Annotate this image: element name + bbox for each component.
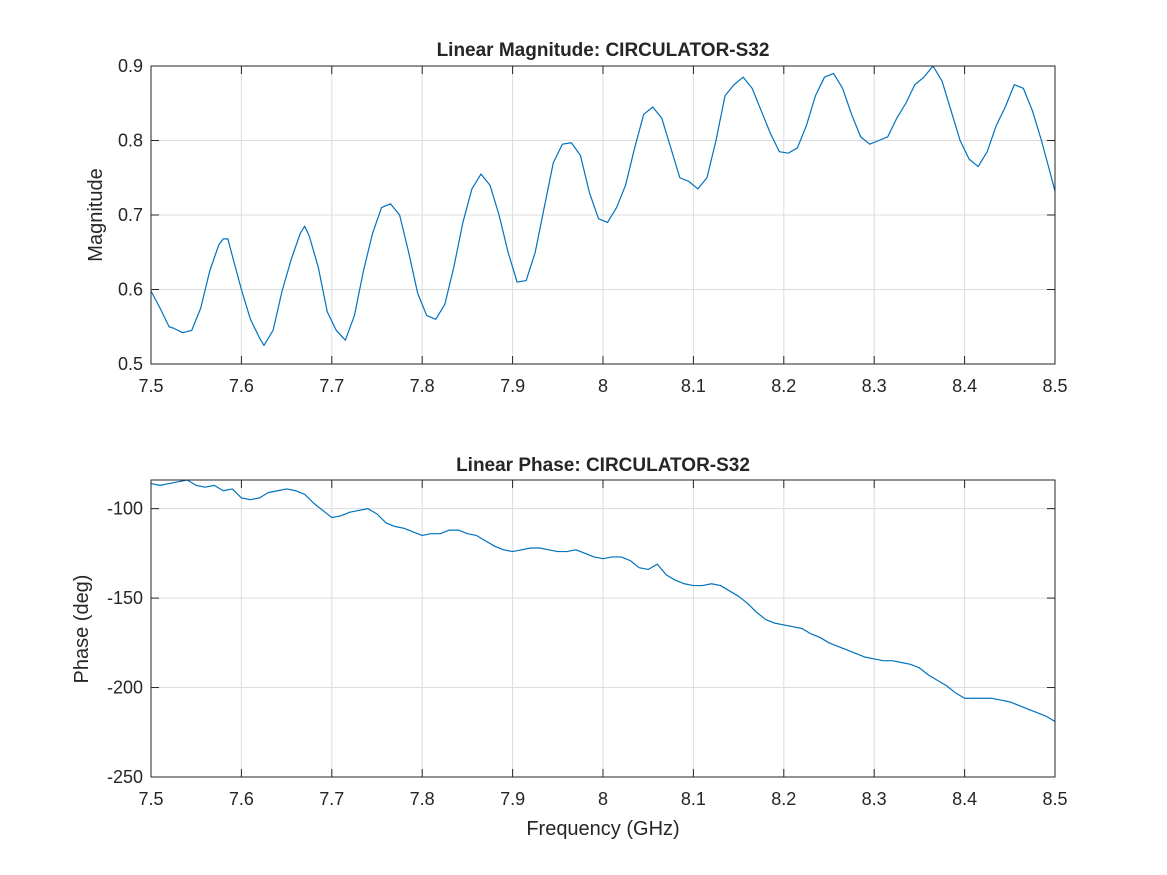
magnitude-x-tick-label: 8.3 [862,376,887,396]
magnitude-y-tick-label: 0.5 [118,354,143,374]
phase-y-tick-label: -150 [107,588,143,608]
phase-series-line [150,479,1056,723]
phase-y-axis-label: Phase (deg) [71,575,93,684]
magnitude-x-tick-label: 8 [598,376,608,396]
magnitude-x-tick-label: 7.6 [229,376,254,396]
phase-x-tick-label: 7.6 [229,789,254,809]
magnitude-chart-title: Linear Magnitude: CIRCULATOR-S32 [437,40,770,61]
phase-chart-title: Linear Phase: CIRCULATOR-S32 [456,455,750,476]
phase-x-tick-label: 7.5 [138,789,163,809]
magnitude-y-tick-label: 0.9 [118,56,143,76]
magnitude-y-tick-label: 0.7 [118,205,143,225]
magnitude-y-tick-label: 0.8 [118,131,143,151]
magnitude-plot-area [150,65,1056,346]
magnitude-x-tick-label: 7.8 [410,376,435,396]
phase-x-axis-label: Frequency (GHz) [526,818,679,840]
phase-x-tick-label: 7.8 [410,789,435,809]
phase-grid [150,480,1056,778]
phase-ticks: 7.5 7.6 7.7 7.8 7.9 8 8.1 8.2 8.3 8.4 8.5 -100 -150 -… [107,480,1068,809]
magnitude-y-tick-label: 0.6 [118,280,143,300]
phase-x-tick-label: 8 [598,789,608,809]
phase-x-tick-label: 8.5 [1042,789,1067,809]
phase-x-tick-label: 7.9 [500,789,525,809]
magnitude-x-tick-label: 8.4 [952,376,977,396]
magnitude-x-tick-label: 8.2 [771,376,796,396]
magnitude-series-line [150,65,1056,346]
phase-y-tick-label: -100 [107,499,143,519]
magnitude-y-axis-label: Magnitude [85,168,107,261]
magnitude-axes: 7.5 7.6 7.7 7.8 7.9 8 8.1 8.2 8.3 8.4 8.5 0.5 0.6 0.7… [85,40,1068,396]
magnitude-x-tick-label: 8.1 [681,376,706,396]
phase-x-tick-label: 8.1 [681,789,706,809]
magnitude-grid [150,65,1056,365]
phase-x-tick-label: 8.2 [771,789,796,809]
phase-plot-area [150,479,1056,723]
phase-axes: 7.5 7.6 7.7 7.8 7.9 8 8.1 8.2 8.3 8.4 8.5 -100 -150 -… [71,455,1068,840]
magnitude-x-tick-label: 7.9 [500,376,525,396]
magnitude-x-tick-label: 7.7 [319,376,344,396]
phase-y-tick-label: -250 [107,767,143,787]
magnitude-ticks: 7.5 7.6 7.7 7.8 7.9 8 8.1 8.2 8.3 8.4 8.5 0.5 0.6 0.7… [118,56,1068,396]
phase-x-tick-label: 7.7 [319,789,344,809]
phase-y-tick-label: -200 [107,678,143,698]
magnitude-x-tick-label: 8.5 [1042,376,1067,396]
phase-x-tick-label: 8.3 [862,789,887,809]
phase-x-tick-label: 8.4 [952,789,977,809]
magnitude-x-tick-label: 7.5 [138,376,163,396]
